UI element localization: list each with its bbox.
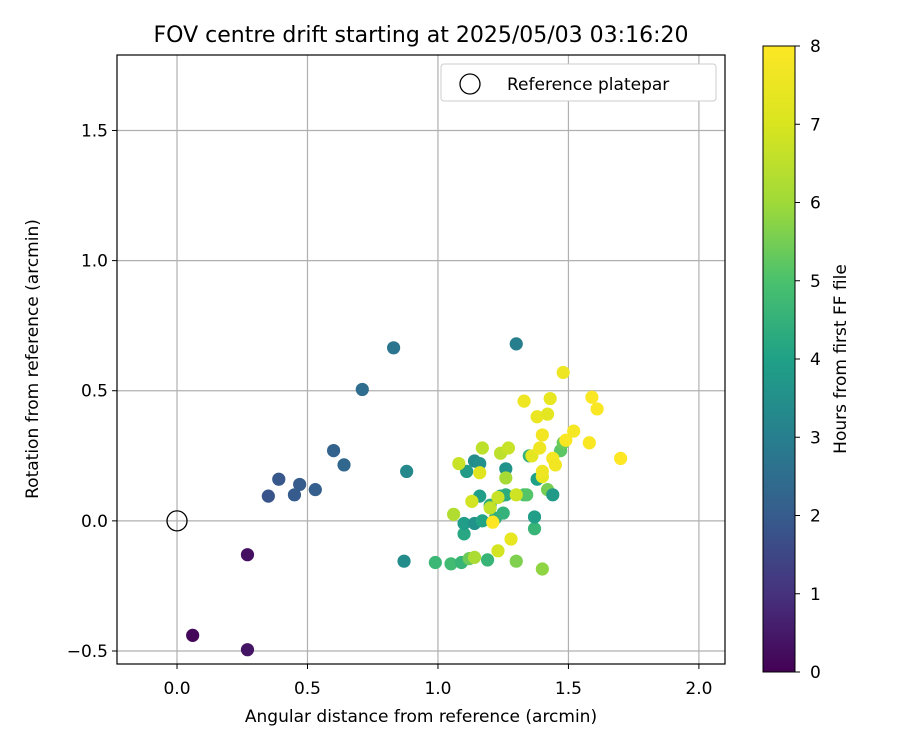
y-axis-ticks: −0.5 0.0 0.5 1.0 1.5	[67, 121, 117, 662]
data-point	[272, 472, 286, 486]
data-point	[556, 365, 570, 380]
colorbar-label: Hours from first FF file	[831, 264, 851, 454]
data-point	[504, 532, 518, 546]
reference-platepar-marker	[166, 510, 188, 532]
data-point	[467, 550, 482, 564]
data-point	[355, 382, 369, 397]
data-point	[499, 471, 513, 485]
data-point	[308, 483, 322, 497]
data-point	[387, 341, 401, 355]
data-point	[473, 466, 487, 480]
data-point	[400, 464, 414, 479]
data-point	[496, 506, 510, 520]
data-point	[499, 462, 513, 476]
data-point	[491, 490, 505, 505]
data-point	[473, 457, 487, 471]
colorbar-tick-label: 4	[810, 350, 821, 370]
y-tick-label: 0.0	[81, 512, 108, 532]
colorbar-tick-label: 7	[810, 115, 821, 135]
x-tick-label: 1.5	[555, 679, 582, 699]
y-tick-label: 1.5	[81, 121, 108, 141]
colorbar	[762, 45, 796, 673]
colorbar-tick-label: 2	[810, 507, 821, 527]
data-point	[444, 557, 458, 571]
data-point	[337, 458, 351, 472]
data-point	[483, 501, 497, 515]
x-tick-label: 2.0	[685, 679, 712, 699]
data-point	[535, 562, 549, 576]
data-point	[293, 477, 307, 492]
colorbar-tick-label: 1	[810, 585, 821, 605]
y-axis-label: Rotation from reference (arcmin)	[23, 219, 43, 499]
data-point	[465, 494, 479, 508]
data-point	[517, 394, 531, 408]
colorbar-tick-label: 0	[810, 663, 821, 683]
data-point	[509, 337, 523, 351]
data-point	[447, 507, 461, 521]
data-point	[475, 441, 489, 455]
data-points	[186, 337, 628, 657]
data-point	[546, 488, 560, 502]
data-point	[585, 390, 599, 404]
data-point	[452, 457, 466, 471]
x-axis-label: Angular distance from reference (arcmin)	[245, 707, 597, 727]
data-point	[614, 451, 628, 465]
data-point	[287, 488, 302, 502]
colorbar-tick-label: 8	[810, 37, 821, 57]
data-point	[533, 441, 547, 455]
data-point	[457, 516, 471, 531]
legend-reference-marker	[459, 73, 481, 95]
data-point	[527, 510, 542, 524]
data-point	[559, 433, 573, 447]
legend: Reference platepar	[440, 63, 717, 102]
data-point	[326, 443, 341, 458]
data-point	[567, 424, 581, 438]
data-point	[520, 488, 534, 502]
colorbar-tick-label: 6	[810, 194, 821, 214]
data-point	[475, 514, 489, 528]
plot-frame	[116, 54, 726, 665]
data-point	[535, 428, 549, 442]
grid	[117, 55, 725, 664]
data-point	[240, 643, 255, 657]
x-tick-label: 0.5	[294, 679, 321, 699]
colorbar-tick-label: 5	[810, 272, 821, 292]
data-point	[501, 441, 516, 455]
y-tick-label: 0.5	[81, 382, 108, 402]
colorbar-tick-label: 3	[810, 428, 821, 448]
y-tick-label: −0.5	[67, 642, 108, 662]
data-point	[509, 554, 523, 568]
y-tick-label: 1.0	[81, 252, 108, 272]
data-point	[543, 391, 557, 406]
data-point	[261, 489, 275, 503]
x-axis-ticks: 0.0 0.5 1.0 1.5 2.0	[163, 664, 712, 699]
data-point	[397, 554, 411, 568]
chart-title: FOV centre drift starting at 2025/05/03 …	[154, 23, 689, 48]
data-point	[491, 544, 505, 558]
reference-marker-layer	[166, 510, 188, 532]
legend-box	[440, 63, 717, 102]
colorbar-ticks: 0 1 2 3 4 5 6 7 8	[795, 37, 821, 683]
data-point	[548, 458, 562, 472]
data-point	[509, 488, 523, 502]
data-point	[527, 522, 542, 536]
data-point	[535, 464, 549, 479]
data-point	[486, 515, 500, 529]
legend-entry-reference: Reference platepar	[507, 75, 669, 95]
data-point	[530, 410, 544, 424]
data-point	[240, 548, 255, 562]
data-point	[540, 407, 555, 421]
data-point	[480, 553, 495, 567]
x-tick-label: 1.0	[424, 679, 451, 699]
data-point	[186, 628, 200, 642]
data-point	[582, 436, 596, 450]
data-point	[428, 555, 442, 570]
data-point	[590, 402, 604, 416]
data-point	[457, 527, 471, 541]
x-tick-label: 0.0	[163, 679, 190, 699]
